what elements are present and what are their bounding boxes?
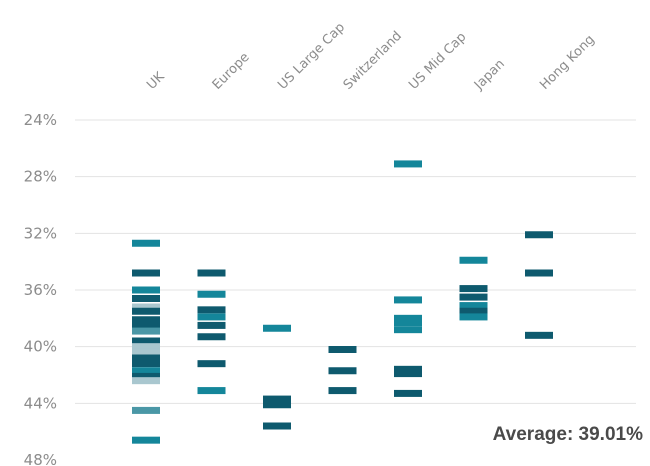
data-point [459,285,488,293]
y-tick-label: 32% [24,224,57,242]
data-point [394,389,422,397]
y-tick-label: 40% [24,338,57,356]
y-axis-ticks: 24% 28% 32% 36% 40% 44% 48% [24,111,57,466]
data-point [132,269,160,277]
x-category-label: US Mid Cap [406,30,469,93]
x-category-label: Japan [471,57,508,94]
x-category-label: Switzerland [341,29,405,93]
data-point [132,377,160,385]
data-point [394,314,422,322]
data-point [394,370,422,378]
data-marks [132,160,553,444]
data-point [197,269,226,277]
data-point [328,346,357,353]
data-point [132,360,160,368]
data-point [197,321,226,329]
x-category-label: Europe [210,50,253,93]
data-point [459,302,488,310]
data-point [132,337,160,345]
data-point [132,372,160,380]
x-category-label: UK [144,69,168,93]
y-tick-label: 28% [24,168,57,186]
data-point [132,348,160,356]
data-point [197,306,226,314]
data-point [132,436,160,444]
data-point [263,395,291,403]
data-point [394,296,422,304]
data-point [459,293,488,301]
data-point [132,406,160,414]
y-tick-label: 48% [24,451,57,466]
data-point [328,387,357,395]
data-point [132,321,160,329]
data-point [525,231,553,239]
data-point [132,354,160,362]
data-point [197,290,226,298]
data-point [132,286,160,294]
data-point [132,327,160,335]
data-point [459,307,488,315]
data-point [263,324,291,332]
data-point [263,422,291,430]
x-category-label: US Large Cap [275,20,348,93]
data-point [459,256,488,264]
data-point [394,319,422,327]
data-point [132,307,160,315]
data-point [525,331,553,339]
y-tick-label: 36% [24,281,57,299]
y-tick-label: 24% [24,111,57,129]
data-point [525,269,553,277]
data-point [263,401,291,409]
data-point [132,303,160,311]
data-point [459,313,488,321]
data-point [132,295,160,302]
data-point [197,313,226,321]
data-point [394,160,422,168]
data-point [132,343,160,351]
data-point [197,387,226,395]
data-point [132,316,160,324]
data-point [132,367,160,375]
average-annotation: Average: 39.01% [493,424,643,445]
data-point [197,360,226,368]
x-category-label: Hong Kong [537,32,598,93]
y-tick-label: 44% [24,394,57,412]
data-point [328,367,357,375]
data-point [197,333,226,341]
data-point [394,326,422,334]
data-point [132,239,160,247]
data-point [394,365,422,373]
